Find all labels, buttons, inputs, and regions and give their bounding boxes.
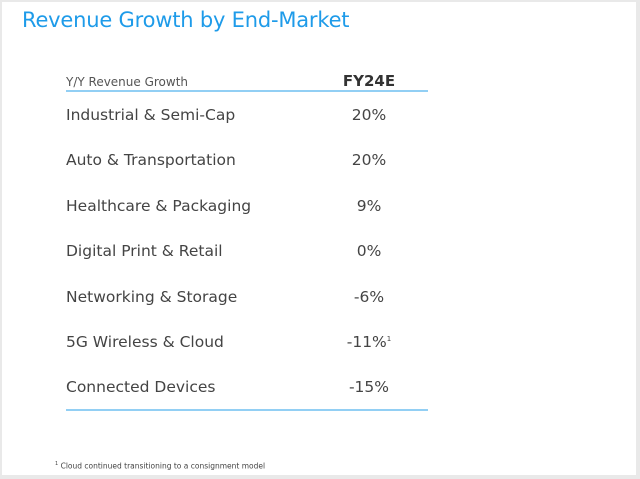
row-value: 20% bbox=[322, 151, 416, 169]
table-column-header: FY24E bbox=[342, 72, 396, 90]
row-label: Auto & Transportation bbox=[66, 151, 236, 170]
row-label: Industrial & Semi-Cap bbox=[66, 106, 236, 124]
header-rule bbox=[66, 90, 428, 92]
row-value: 0% bbox=[322, 242, 416, 260]
row-value: 20% bbox=[322, 106, 416, 124]
footnote: 1 Cloud continued transitioning to a con… bbox=[55, 461, 265, 471]
footnote-text: Cloud continued transitioning to a consi… bbox=[60, 461, 266, 471]
row-value-text: 20% bbox=[351, 106, 387, 124]
bottom-rule bbox=[66, 409, 428, 411]
row-label: Networking & Storage bbox=[66, 287, 238, 306]
row-value: -6% bbox=[322, 288, 416, 306]
row-value: -11%1 bbox=[322, 333, 416, 351]
slide-title: Revenue Growth by End-Market bbox=[22, 8, 350, 32]
row-label: Connected Devices bbox=[66, 378, 216, 397]
table-row: Networking & Storage -6% bbox=[66, 288, 428, 310]
table-row: Healthcare & Packaging 9% bbox=[66, 197, 428, 219]
row-value-text: -15% bbox=[348, 378, 390, 397]
row-value-text: 0% bbox=[356, 242, 382, 261]
row-label: Digital Print & Retail bbox=[66, 242, 223, 261]
footnote-ref: 1 bbox=[386, 334, 392, 343]
row-value-text: 9% bbox=[356, 196, 382, 215]
row-value-text: 20% bbox=[351, 151, 387, 170]
row-value: 9% bbox=[322, 197, 416, 215]
row-label: 5G Wireless & Cloud bbox=[66, 333, 224, 351]
footnote-mark: 1 bbox=[55, 461, 59, 467]
table-row: Digital Print & Retail 0% bbox=[66, 242, 428, 264]
table-row: 5G Wireless & Cloud -11%1 bbox=[66, 333, 428, 355]
row-label: Healthcare & Packaging bbox=[66, 196, 252, 215]
slide: Revenue Growth by End-Market Y/Y Revenue… bbox=[2, 2, 636, 475]
row-value: -15% bbox=[322, 378, 416, 396]
table-header-label: Y/Y Revenue Growth bbox=[66, 75, 189, 89]
table-row: Industrial & Semi-Cap 20% bbox=[66, 106, 428, 128]
table-row: Connected Devices -15% bbox=[66, 378, 428, 400]
row-value-text: -6% bbox=[353, 287, 385, 306]
table-row: Auto & Transportation 20% bbox=[66, 151, 428, 173]
row-value-text: -11% bbox=[346, 333, 387, 351]
